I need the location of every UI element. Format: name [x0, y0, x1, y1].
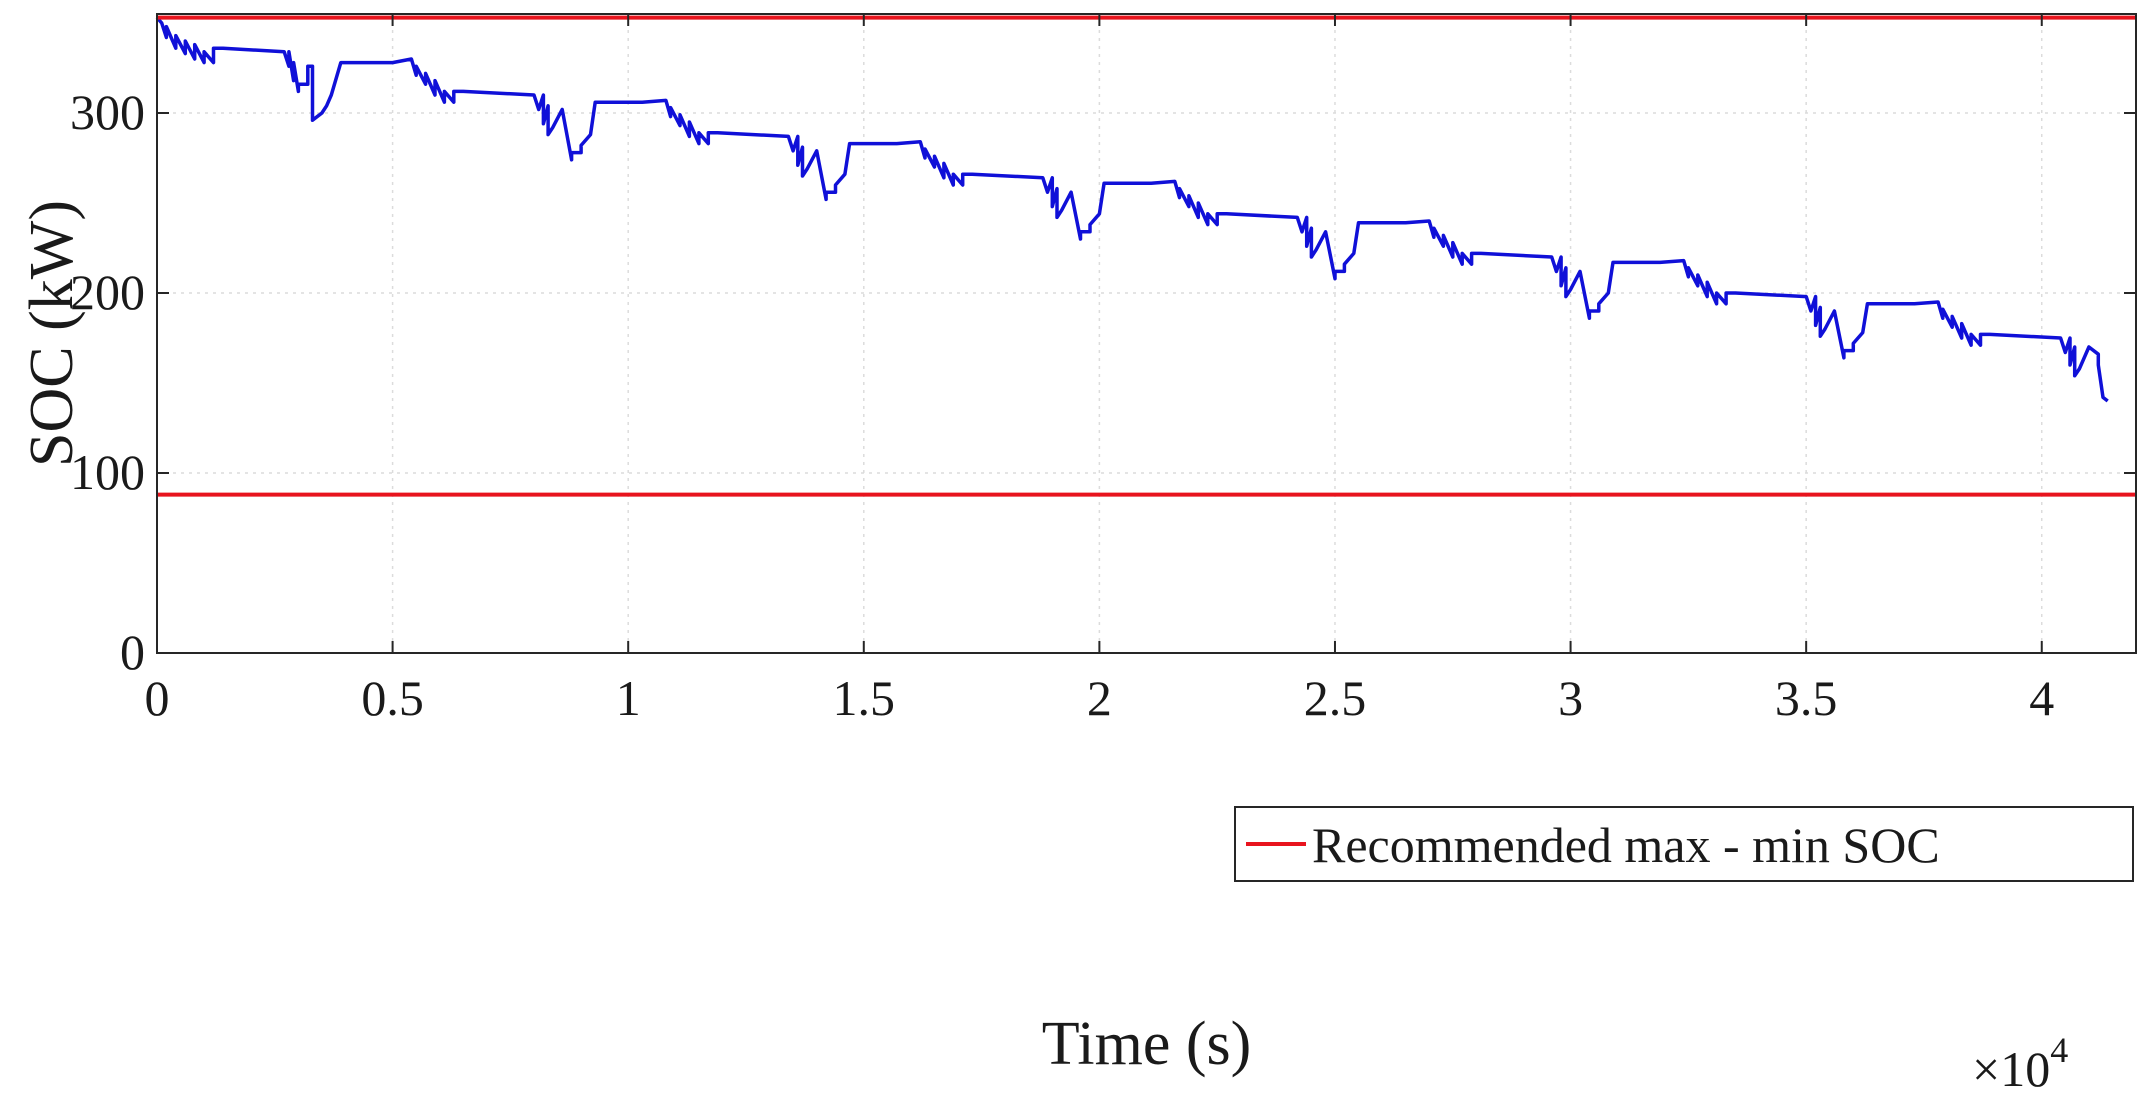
x-axis-multiplier: ×104	[1972, 1030, 2068, 1096]
y-tick-label: 200	[70, 264, 145, 320]
x-tick-label: 4	[2029, 670, 2054, 726]
y-tick-label: 100	[70, 444, 145, 500]
x-tick-label: 2.5	[1304, 670, 1367, 726]
y-axis-ticks: 0 100 200 300	[70, 84, 2136, 680]
x-tick-label: 1.5	[833, 670, 896, 726]
x-tick-label: 0.5	[361, 670, 424, 726]
x-tick-label: 1	[616, 670, 641, 726]
x-tick-label: 3.5	[1775, 670, 1838, 726]
plot-frame	[156, 13, 2137, 654]
legend-label-limits: Recommended max - min SOC	[1312, 817, 1940, 873]
x-axis-multiplier-exponent: 4	[2050, 1030, 2068, 1070]
series-line-soc	[155, 16, 2109, 403]
y-tick-label: 0	[120, 624, 145, 680]
y-tick-label: 300	[70, 84, 145, 140]
x-axis-ticks: 0 0.5 1 1.5 2 2.5 3 3.5 4	[145, 14, 2054, 726]
y-axis-label: SOC (kW)	[18, 200, 86, 467]
x-tick-label: 2	[1087, 670, 1112, 726]
x-tick-label: 0	[145, 670, 170, 726]
legend-box	[1234, 806, 2134, 882]
x-axis-label: Time (s)	[1042, 1010, 1252, 1078]
legend: Recommended max - min SOC	[1234, 806, 2134, 882]
x-tick-label: 3	[1558, 670, 1583, 726]
x-axis-multiplier-base: ×10	[1972, 1041, 2050, 1096]
